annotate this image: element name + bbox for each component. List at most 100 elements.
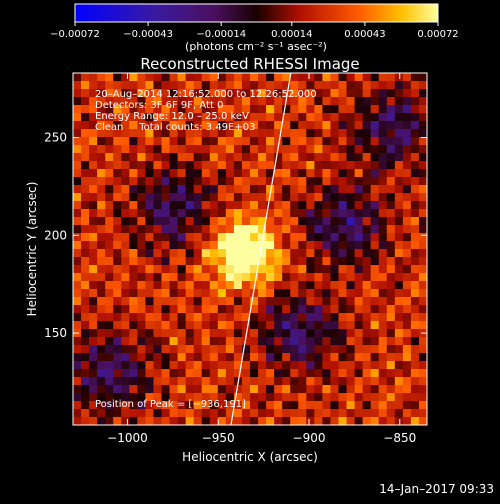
- heatmap-cell: [137, 265, 146, 274]
- heatmap-cell: [274, 225, 283, 234]
- heatmap-cell: [266, 409, 275, 418]
- heatmap-cell: [217, 321, 227, 330]
- heatmap-cell: [330, 121, 339, 130]
- colorbar-tick-label: −0.00014: [196, 29, 246, 40]
- heatmap-cell: [346, 153, 355, 162]
- heatmap-cell: [201, 353, 211, 362]
- heatmap-cell: [370, 169, 380, 178]
- colorbar: −0.00072 −0.00043 −0.00014 0.00014 0.00043 0.…: [50, 3, 459, 53]
- heatmap-cell: [362, 393, 372, 402]
- heatmap-cell: [185, 265, 195, 274]
- heatmap-cell: [153, 177, 162, 186]
- heatmap-cell: [225, 137, 235, 146]
- heatmap-cell: [354, 329, 364, 338]
- heatmap-cell: [89, 257, 98, 266]
- heatmap-cell: [290, 113, 299, 122]
- heatmap-cell: [105, 105, 114, 114]
- heatmap-cell: [233, 305, 243, 314]
- heatmap-cell: [193, 409, 203, 418]
- heatmap-cell: [378, 249, 388, 258]
- heatmap-cell: [258, 161, 267, 170]
- heatmap-cell: [193, 137, 203, 146]
- heatmap-cell: [338, 297, 347, 306]
- heatmap-cell: [250, 321, 259, 330]
- heatmap-cell: [394, 249, 404, 258]
- heatmap-cell: [169, 97, 178, 106]
- heatmap-cell: [386, 233, 396, 242]
- heatmap-cell: [346, 89, 355, 98]
- heatmap-cell: [121, 241, 130, 250]
- heatmap-cell: [330, 105, 339, 114]
- heatmap-cell: [370, 345, 380, 354]
- heatmap-cell: [137, 257, 146, 266]
- heatmap-cell: [290, 257, 299, 266]
- heatmap-cell: [177, 297, 187, 306]
- heatmap-cell: [145, 249, 154, 258]
- heatmap-cell: [121, 281, 130, 290]
- heatmap-cell: [169, 201, 178, 210]
- heatmap-cell: [169, 113, 178, 122]
- heatmap-cell: [113, 257, 122, 266]
- heatmap-cell: [161, 97, 170, 106]
- heatmap-cell: [274, 105, 283, 114]
- heatmap-cell: [185, 273, 195, 282]
- heatmap-cell: [410, 313, 420, 322]
- heatmap-cell: [169, 289, 178, 298]
- heatmap-cell: [81, 81, 90, 90]
- heatmap-cell: [129, 401, 138, 410]
- heatmap-cell: [394, 329, 404, 338]
- heatmap-cell: [161, 145, 170, 154]
- heatmap-cell: [209, 289, 219, 298]
- heatmap-cell: [282, 201, 291, 210]
- heatmap-cell: [266, 137, 275, 146]
- heatmap-cell: [81, 297, 90, 306]
- heatmap-cell: [258, 417, 267, 425]
- heatmap-cell: [137, 73, 146, 82]
- heatmap-cell: [386, 345, 396, 354]
- heatmap-cell: [193, 73, 203, 82]
- heatmap-cell: [330, 169, 339, 178]
- heatmap-cell: [250, 313, 259, 322]
- heatmap-cell: [73, 321, 82, 330]
- heatmap-cell: [314, 153, 323, 162]
- heatmap-cell: [378, 137, 388, 146]
- heatmap-cell: [250, 353, 259, 362]
- heatmap-cell: [274, 401, 283, 410]
- heatmap-cell: [298, 289, 307, 298]
- heatmap-cell: [322, 137, 331, 146]
- heatmap-cell: [354, 361, 364, 370]
- heatmap-cell: [258, 153, 267, 162]
- heatmap-cell: [322, 145, 331, 154]
- heatmap-cell: [217, 337, 227, 346]
- heatmap-cell: [362, 297, 372, 306]
- heatmap-cell: [177, 329, 187, 338]
- heatmap-cell: [241, 113, 251, 122]
- heatmap-cell: [97, 353, 106, 362]
- heatmap-cell: [129, 385, 138, 394]
- heatmap-cell: [314, 209, 323, 218]
- heatmap-cell: [89, 121, 98, 130]
- heatmap-cell: [354, 129, 364, 138]
- heatmap-cell: [386, 401, 396, 410]
- heatmap-cell: [89, 161, 98, 170]
- heatmap-cell: [282, 273, 291, 282]
- heatmap-cell: [185, 369, 195, 378]
- heatmap-cell: [370, 249, 380, 258]
- heatmap-cell: [129, 177, 138, 186]
- heatmap-cell: [209, 145, 219, 154]
- heatmap-cell: [81, 129, 90, 138]
- heatmap-cell: [394, 89, 404, 98]
- heatmap-cell: [306, 337, 315, 346]
- heatmap-cell: [410, 353, 420, 362]
- heatmap-cell: [241, 225, 251, 234]
- heatmap-cell: [282, 249, 291, 258]
- heatmap-cell: [346, 177, 355, 186]
- heatmap-cell: [233, 209, 243, 218]
- heatmap-cell: [193, 417, 203, 425]
- x-tick-label: −1000: [107, 431, 148, 445]
- heatmap-cell: [97, 345, 106, 354]
- heatmap-cell: [241, 345, 251, 354]
- heatmap-cell: [161, 361, 170, 370]
- heatmap-cell: [137, 169, 146, 178]
- heatmap-cell: [314, 393, 323, 402]
